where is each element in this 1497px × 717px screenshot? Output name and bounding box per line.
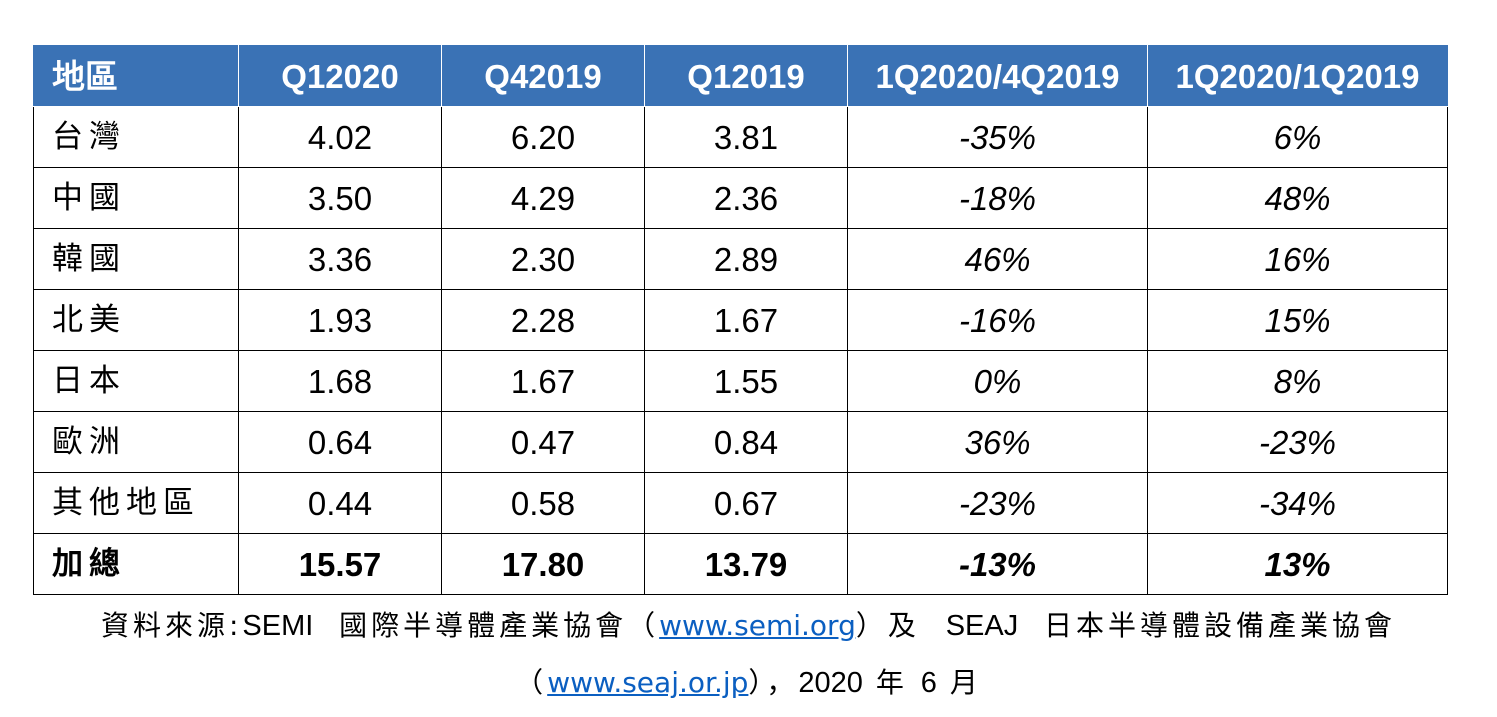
total-q42019-cell: 17.80 (441, 533, 645, 595)
qoq-cell: -23% (847, 472, 1148, 534)
header-q12019: Q12019 (644, 45, 848, 107)
semi-close: ）及 (855, 609, 920, 642)
semi-org-name: 國際半導體產業協會（ (339, 609, 660, 642)
table-row: 中國 3.50 4.29 2.36 -18% 48% (33, 167, 1448, 229)
q42019-cell: 1.67 (441, 350, 645, 412)
table-row: 其他地區 0.44 0.58 0.67 -23% -34% (33, 472, 1448, 534)
total-q12020-cell: 15.57 (238, 533, 442, 595)
source-note-line-2: （www.seaj.or.jp），2020 年 6 月 (0, 661, 1497, 701)
equipment-billings-table: 地區 Q12020 Q42019 Q12019 1Q2020/4Q2019 1Q… (33, 45, 1448, 595)
q12019-cell: 1.55 (644, 350, 848, 412)
q12019-cell: 2.89 (644, 228, 848, 290)
seaj-org-name: 日本半導體設備產業協會 (1044, 609, 1397, 642)
table-header-row: 地區 Q12020 Q42019 Q12019 1Q2020/4Q2019 1Q… (33, 45, 1448, 107)
q42019-cell: 0.47 (441, 411, 645, 473)
region-cell: 韓國 (33, 228, 239, 290)
source-prefix: 資料來源: (100, 609, 243, 642)
yoy-cell: 8% (1147, 350, 1448, 412)
table-row: 台灣 4.02 6.20 3.81 -35% 6% (33, 106, 1448, 168)
seaj-name: SEAJ (945, 610, 1019, 642)
table-total-row: 加總 15.57 17.80 13.79 -13% 13% (33, 533, 1448, 595)
region-cell: 中國 (33, 167, 239, 229)
q12020-cell: 1.68 (238, 350, 442, 412)
region-cell: 歐洲 (33, 411, 239, 473)
close-comma: ）， (748, 666, 799, 699)
total-qoq-cell: -13% (847, 533, 1148, 595)
q12019-cell: 0.84 (644, 411, 848, 473)
yoy-cell: 15% (1147, 289, 1448, 351)
total-yoy-cell: 13% (1147, 533, 1448, 595)
q12020-cell: 0.44 (238, 472, 442, 534)
header-yoy: 1Q2020/1Q2019 (1147, 45, 1448, 107)
header-region: 地區 (33, 45, 239, 107)
equipment-billings-table-container: 地區 Q12020 Q42019 Q12019 1Q2020/4Q2019 1Q… (33, 45, 1448, 595)
qoq-cell: 0% (847, 350, 1148, 412)
q12019-cell: 2.36 (644, 167, 848, 229)
semi-link[interactable]: www.semi.org (659, 609, 856, 642)
header-q12020: Q12020 (238, 45, 442, 107)
yoy-cell: -34% (1147, 472, 1448, 534)
year-value: 2020 (798, 667, 863, 699)
seaj-link[interactable]: www.seaj.or.jp (547, 666, 749, 699)
total-q12019-cell: 13.79 (644, 533, 848, 595)
table-row: 歐洲 0.64 0.47 0.84 36% -23% (33, 411, 1448, 473)
q12020-cell: 1.93 (238, 289, 442, 351)
qoq-cell: 46% (847, 228, 1148, 290)
q12020-cell: 4.02 (238, 106, 442, 168)
q12019-cell: 3.81 (644, 106, 848, 168)
qoq-cell: -18% (847, 167, 1148, 229)
region-cell: 日本 (33, 350, 239, 412)
qoq-cell: 36% (847, 411, 1148, 473)
qoq-cell: -16% (847, 289, 1148, 351)
q42019-cell: 0.58 (441, 472, 645, 534)
open-paren: （ (515, 666, 548, 699)
table-row: 韓國 3.36 2.30 2.89 46% 16% (33, 228, 1448, 290)
year-unit: 年 (875, 666, 908, 699)
region-cell: 北美 (33, 289, 239, 351)
month-value: 6 (920, 667, 937, 699)
region-cell: 其他地區 (33, 472, 239, 534)
q12019-cell: 1.67 (644, 289, 848, 351)
q12020-cell: 3.36 (238, 228, 442, 290)
q42019-cell: 2.28 (441, 289, 645, 351)
q12020-cell: 0.64 (238, 411, 442, 473)
header-qoq: 1Q2020/4Q2019 (847, 45, 1148, 107)
region-cell: 台灣 (33, 106, 239, 168)
q42019-cell: 6.20 (441, 106, 645, 168)
semi-name: SEMI (242, 610, 314, 642)
qoq-cell: -35% (847, 106, 1148, 168)
q42019-cell: 4.29 (441, 167, 645, 229)
q12019-cell: 0.67 (644, 472, 848, 534)
q12020-cell: 3.50 (238, 167, 442, 229)
yoy-cell: 48% (1147, 167, 1448, 229)
q42019-cell: 2.30 (441, 228, 645, 290)
month-unit: 月 (949, 666, 982, 699)
header-q42019: Q42019 (441, 45, 645, 107)
table-row: 日本 1.68 1.67 1.55 0% 8% (33, 350, 1448, 412)
total-region-cell: 加總 (33, 533, 239, 595)
yoy-cell: 6% (1147, 106, 1448, 168)
yoy-cell: 16% (1147, 228, 1448, 290)
source-note-line-1: 資料來源:SEMI 國際半導體產業協會（www.semi.org）及 SEAJ … (0, 604, 1497, 644)
yoy-cell: -23% (1147, 411, 1448, 473)
table-row: 北美 1.93 2.28 1.67 -16% 15% (33, 289, 1448, 351)
